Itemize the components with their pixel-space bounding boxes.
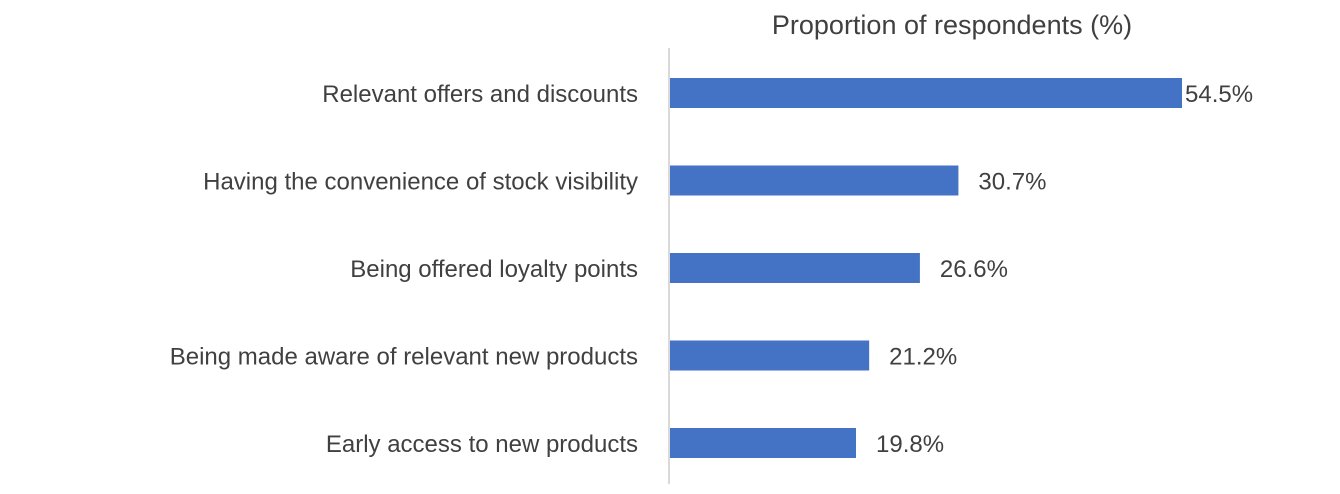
value-label: 19.8%	[876, 431, 944, 458]
category-label: Early access to new products	[326, 431, 638, 458]
category-label: Having the convenience of stock visibili…	[203, 169, 638, 196]
bar	[670, 253, 920, 283]
value-label: 26.6%	[940, 256, 1008, 283]
chart-title: Proportion of respondents (%)	[772, 10, 1132, 40]
value-label: 21.2%	[889, 344, 957, 371]
bar	[670, 428, 857, 458]
bar	[670, 78, 1182, 108]
category-label: Being offered loyalty points	[350, 256, 638, 283]
value-label: 54.5%	[1185, 81, 1253, 108]
category-label: Being made aware of relevant new product…	[170, 344, 638, 371]
bar	[670, 165, 959, 196]
bars-group: Relevant offers and discounts 54.5% Having…	[170, 78, 1253, 458]
category-label: Relevant offers and discounts	[322, 81, 638, 108]
value-label: 30.7%	[978, 169, 1046, 196]
bar	[670, 340, 870, 371]
